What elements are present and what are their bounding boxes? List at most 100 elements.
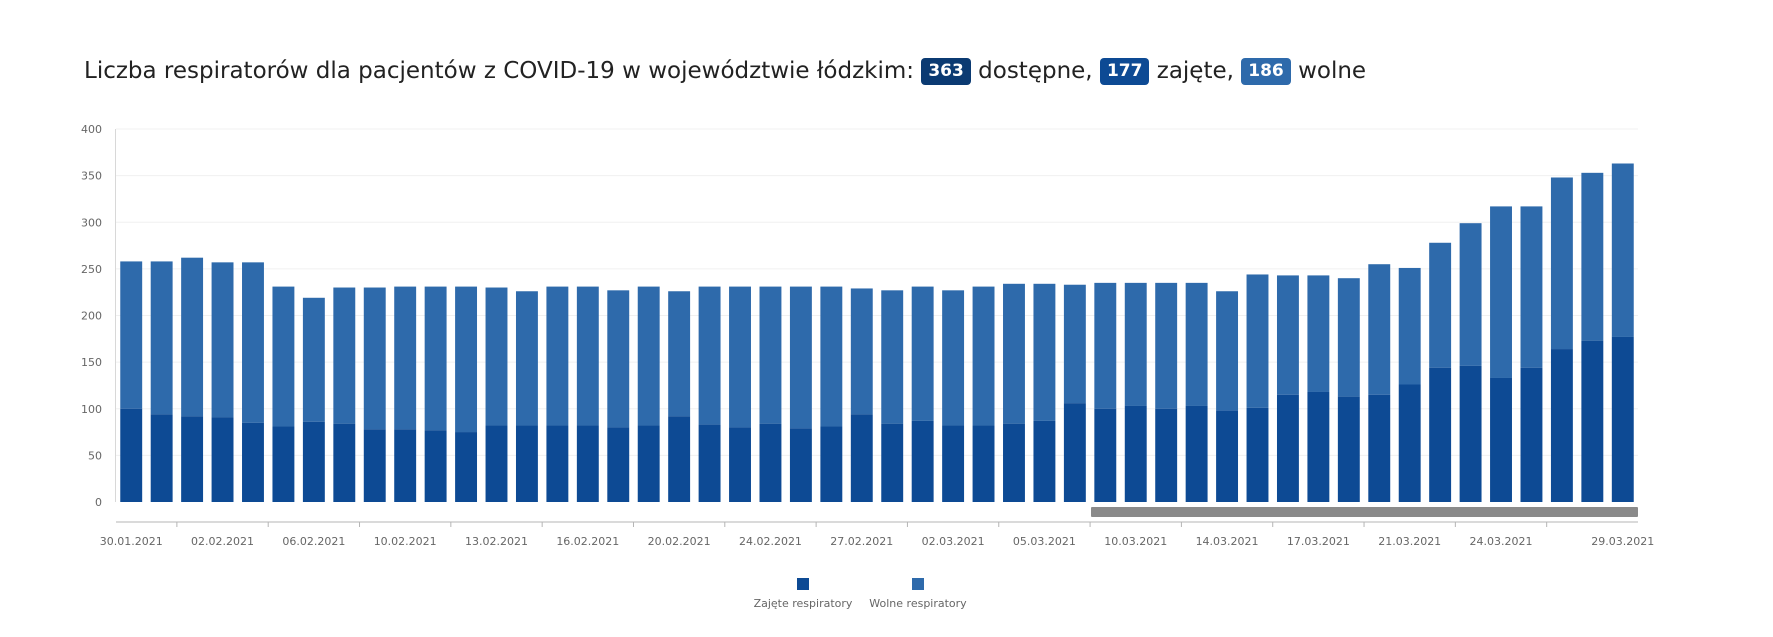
bar-occupied[interactable] bbox=[546, 425, 569, 502]
bar-occupied[interactable] bbox=[363, 429, 386, 502]
bar-free[interactable] bbox=[394, 286, 417, 430]
bar-free[interactable] bbox=[272, 286, 295, 427]
bar-free[interactable] bbox=[485, 287, 508, 426]
bar-free[interactable] bbox=[1398, 267, 1421, 385]
bar-occupied[interactable] bbox=[515, 425, 538, 502]
bar-free[interactable] bbox=[911, 286, 934, 421]
bar-occupied[interactable] bbox=[1063, 403, 1086, 502]
bar-free[interactable] bbox=[1368, 264, 1391, 395]
bar-free[interactable] bbox=[333, 287, 356, 424]
bar-free[interactable] bbox=[1246, 274, 1269, 408]
bar-occupied[interactable] bbox=[789, 428, 812, 502]
bar-occupied[interactable] bbox=[1429, 367, 1452, 502]
bar-free[interactable] bbox=[1520, 206, 1543, 368]
bar-free[interactable] bbox=[302, 297, 325, 422]
bar-free[interactable] bbox=[1459, 223, 1482, 366]
bar-occupied[interactable] bbox=[668, 416, 691, 502]
bar-occupied[interactable] bbox=[333, 423, 356, 502]
bar-free[interactable] bbox=[455, 286, 478, 433]
bar-free[interactable] bbox=[1094, 282, 1117, 409]
bar-free[interactable] bbox=[1429, 242, 1452, 368]
bar-free[interactable] bbox=[1063, 284, 1086, 404]
bar-free[interactable] bbox=[1276, 275, 1299, 395]
bar-occupied[interactable] bbox=[850, 414, 873, 502]
bar-occupied[interactable] bbox=[424, 430, 447, 502]
bar-free[interactable] bbox=[576, 286, 599, 426]
bar-free[interactable] bbox=[759, 286, 782, 424]
bar-free[interactable] bbox=[515, 291, 538, 426]
bar-occupied[interactable] bbox=[1368, 394, 1391, 502]
bar-free[interactable] bbox=[424, 286, 447, 431]
bar-occupied[interactable] bbox=[698, 424, 721, 502]
bar-occupied[interactable] bbox=[972, 425, 995, 502]
bar-free[interactable] bbox=[211, 262, 234, 418]
bar-free[interactable] bbox=[546, 286, 569, 426]
bar-free[interactable] bbox=[242, 262, 264, 423]
bar-occupied[interactable] bbox=[1581, 340, 1604, 502]
bar-free[interactable] bbox=[668, 291, 691, 417]
bar-free[interactable] bbox=[181, 257, 204, 417]
bar-occupied[interactable] bbox=[1003, 423, 1025, 502]
bar-occupied[interactable] bbox=[1094, 408, 1117, 502]
bar-free[interactable] bbox=[850, 288, 873, 415]
bar-occupied[interactable] bbox=[1185, 405, 1208, 502]
bar-free[interactable] bbox=[1490, 206, 1512, 378]
bar-free[interactable] bbox=[820, 286, 843, 427]
bar-occupied[interactable] bbox=[272, 426, 295, 502]
bar-occupied[interactable] bbox=[729, 427, 751, 502]
bar-occupied[interactable] bbox=[607, 427, 630, 502]
bar-occupied[interactable] bbox=[1398, 384, 1421, 502]
bar-occupied[interactable] bbox=[394, 429, 417, 502]
bar-occupied[interactable] bbox=[820, 426, 843, 502]
bar-free[interactable] bbox=[1003, 283, 1025, 424]
bar-free[interactable] bbox=[972, 286, 995, 426]
bar-occupied[interactable] bbox=[485, 425, 508, 502]
bar-occupied[interactable] bbox=[302, 421, 325, 502]
legend-item-free-swatch[interactable] bbox=[912, 578, 924, 590]
bar-occupied[interactable] bbox=[1459, 365, 1482, 502]
bar-occupied[interactable] bbox=[1246, 407, 1269, 502]
bar-free[interactable] bbox=[1033, 283, 1056, 421]
bar-occupied[interactable] bbox=[1155, 408, 1178, 502]
bar-free[interactable] bbox=[1337, 278, 1360, 397]
bar-occupied[interactable] bbox=[150, 414, 173, 502]
bar-free[interactable] bbox=[1611, 163, 1634, 337]
bar-free[interactable] bbox=[607, 290, 630, 428]
bar-occupied[interactable] bbox=[637, 425, 660, 502]
bar-free[interactable] bbox=[637, 286, 660, 426]
bar-free[interactable] bbox=[1155, 282, 1178, 409]
bar-occupied[interactable] bbox=[881, 423, 904, 502]
scrollbar-thumb[interactable] bbox=[1091, 507, 1638, 517]
bar-free[interactable] bbox=[789, 286, 812, 429]
bar-free[interactable] bbox=[1185, 282, 1208, 406]
bar-occupied[interactable] bbox=[242, 422, 264, 502]
bar-occupied[interactable] bbox=[911, 420, 934, 502]
bar-free[interactable] bbox=[1124, 282, 1147, 406]
bar-free[interactable] bbox=[698, 286, 721, 425]
bar-occupied[interactable] bbox=[1033, 420, 1056, 502]
bar-occupied[interactable] bbox=[1611, 336, 1634, 502]
bar-occupied[interactable] bbox=[1520, 367, 1543, 502]
bar-occupied[interactable] bbox=[942, 425, 965, 502]
bar-free[interactable] bbox=[150, 261, 173, 415]
bar-free[interactable] bbox=[881, 290, 904, 424]
bar-occupied[interactable] bbox=[1490, 377, 1512, 502]
bar-occupied[interactable] bbox=[759, 423, 782, 502]
bar-occupied[interactable] bbox=[1124, 405, 1147, 502]
legend-item-free-label[interactable]: Wolne respiratory bbox=[869, 597, 967, 610]
bar-occupied[interactable] bbox=[211, 417, 234, 502]
legend-item-occupied-swatch[interactable] bbox=[797, 578, 809, 590]
bar-free[interactable] bbox=[1307, 275, 1330, 392]
bar-occupied[interactable] bbox=[1276, 394, 1299, 502]
bar-occupied[interactable] bbox=[576, 425, 599, 502]
bar-occupied[interactable] bbox=[120, 408, 143, 502]
bar-free[interactable] bbox=[120, 261, 143, 409]
bar-free[interactable] bbox=[1581, 172, 1604, 341]
bar-free[interactable] bbox=[363, 287, 386, 430]
bar-occupied[interactable] bbox=[181, 416, 204, 502]
bar-occupied[interactable] bbox=[1337, 396, 1360, 502]
bar-free[interactable] bbox=[942, 290, 965, 426]
bar-occupied[interactable] bbox=[455, 432, 478, 502]
bar-free[interactable] bbox=[1550, 177, 1573, 350]
bar-free[interactable] bbox=[729, 286, 751, 428]
